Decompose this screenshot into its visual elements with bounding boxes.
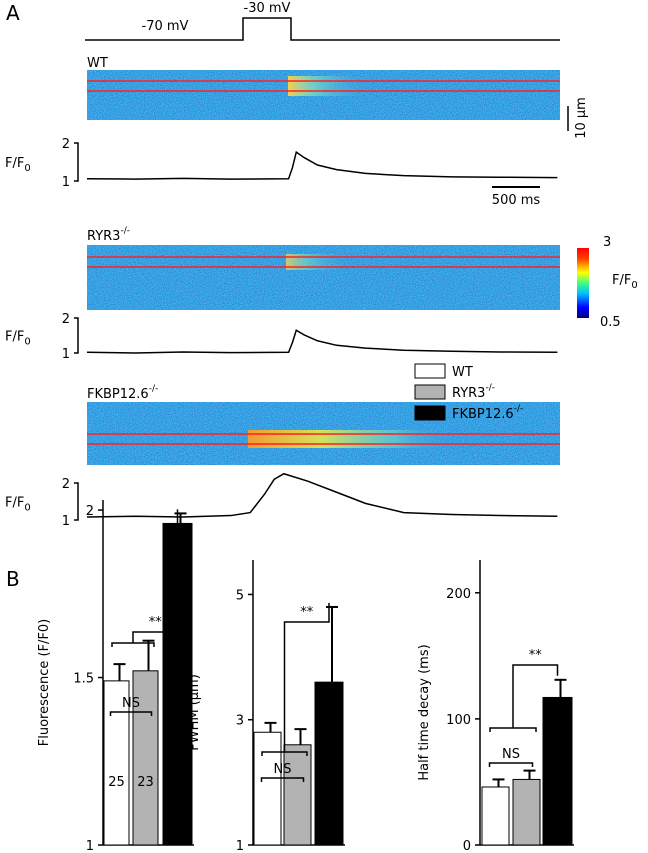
row-label: FKBP12.6-/-: [87, 384, 158, 402]
holding-label: -70 mV: [142, 19, 189, 34]
legend-label-sup: -/-: [514, 404, 524, 414]
trace-tick-label: 1: [62, 514, 70, 529]
y-axis-label: Half time decay (ms): [417, 644, 432, 780]
ns-label: NS: [122, 696, 140, 711]
trace-tick-label: 1: [62, 175, 70, 190]
legend-label-text: FKBP12.6: [452, 407, 514, 422]
y-tick-label: 0: [463, 839, 471, 853]
y-tick-label: 1: [86, 839, 94, 853]
trace-axis: [74, 482, 79, 521]
ns-bracket: [488, 762, 534, 767]
trace-axis-label-sub: 0: [24, 163, 30, 174]
sig-label: **: [300, 605, 314, 620]
n-label: 23: [137, 775, 154, 790]
y-tick-label: 100: [446, 713, 471, 728]
spark: [286, 254, 356, 270]
colorbar-label-sub: 0: [631, 280, 637, 291]
trace-axis-label: F/F0: [5, 156, 31, 174]
legend-swatch: [414, 363, 446, 379]
trace-axis: [74, 317, 79, 354]
trace-tick-label: 2: [62, 312, 70, 327]
n-label: 25: [108, 775, 125, 790]
panel-label: B: [6, 567, 20, 591]
sig-bracket: [512, 664, 559, 728]
sig-label: **: [529, 648, 543, 663]
n-label: 20: [169, 775, 186, 790]
trace-axis-label-sub: 0: [24, 503, 30, 514]
legend-label-text: WT: [452, 365, 473, 380]
ns-label: NS: [502, 747, 520, 762]
legend-label: FKBP12.6-/-: [452, 404, 523, 422]
spark: [248, 430, 458, 448]
legend-label: WT: [452, 365, 473, 380]
trace-tick-label: 2: [62, 137, 70, 152]
bar: [253, 731, 282, 846]
row-label-sup: -/-: [120, 226, 130, 236]
bar: [481, 786, 510, 846]
voltage-protocol: [85, 17, 560, 41]
sig-label: **: [149, 615, 163, 630]
bar: [132, 670, 159, 846]
row-label-text: FKBP12.6: [87, 387, 149, 402]
ns-label: NS: [274, 762, 292, 777]
bar: [283, 744, 312, 846]
bar: [512, 778, 541, 846]
sig-bracket: [283, 602, 330, 752]
y-tick-label: 2: [86, 504, 94, 519]
space-scale-label: 10 µm: [574, 97, 589, 139]
group-bracket: [489, 727, 537, 732]
legend-label-text: RYR3: [452, 386, 485, 401]
trace-axis-label-sub: 0: [24, 337, 30, 348]
legend-label: RYR3-/-: [452, 383, 495, 401]
trace-axis-label-text: F/F: [5, 330, 24, 345]
ns-bracket: [260, 777, 305, 782]
step-label: -30 mV: [244, 1, 291, 16]
colorbar: [577, 248, 589, 318]
legend-swatch: [414, 405, 446, 421]
row-label: WT: [87, 56, 108, 71]
panel-label: A: [6, 1, 20, 25]
trace-axis-label-text: F/F: [5, 156, 24, 171]
trace: [86, 329, 558, 354]
legend-label-sup: -/-: [485, 383, 495, 393]
y-tick-label: 1: [236, 839, 244, 853]
legend-swatch: [414, 384, 446, 400]
y-axis-label: FWHM (µm): [187, 674, 202, 751]
ns-bracket: [109, 711, 153, 716]
trace-axis-label: F/F0: [5, 496, 31, 514]
trace-axis-label-text: F/F: [5, 496, 24, 511]
spark: [288, 76, 378, 96]
colorbar-max: 3: [603, 235, 611, 250]
row-label-sup: -/-: [149, 384, 159, 394]
y-tick-label: 200: [446, 587, 471, 602]
y-axis-label: Fluorescence (F/F0): [37, 619, 52, 747]
bar: [542, 696, 573, 846]
colorbar-label: F/F0: [612, 273, 638, 291]
bar: [314, 681, 344, 846]
trace-axis: [74, 142, 79, 182]
bar: [103, 680, 130, 846]
y-tick-label: 5: [236, 588, 244, 603]
trace-tick-label: 1: [62, 347, 70, 362]
colorbar-label-text: F/F: [612, 273, 631, 288]
sig-bracket: [132, 509, 179, 643]
trace: [86, 150, 558, 180]
trace: [86, 472, 558, 518]
row-label: RYR3-/-: [87, 226, 130, 244]
y-tick-label: 3: [236, 714, 244, 729]
row-label-text: WT: [87, 56, 108, 71]
row-label-text: RYR3: [87, 229, 120, 244]
colorbar-min: 0.5: [600, 315, 621, 330]
y-tick-label: 1.5: [73, 672, 94, 687]
trace-tick-label: 2: [62, 477, 70, 492]
time-scale-label: 500 ms: [492, 193, 541, 208]
trace-axis-label: F/F0: [5, 330, 31, 348]
